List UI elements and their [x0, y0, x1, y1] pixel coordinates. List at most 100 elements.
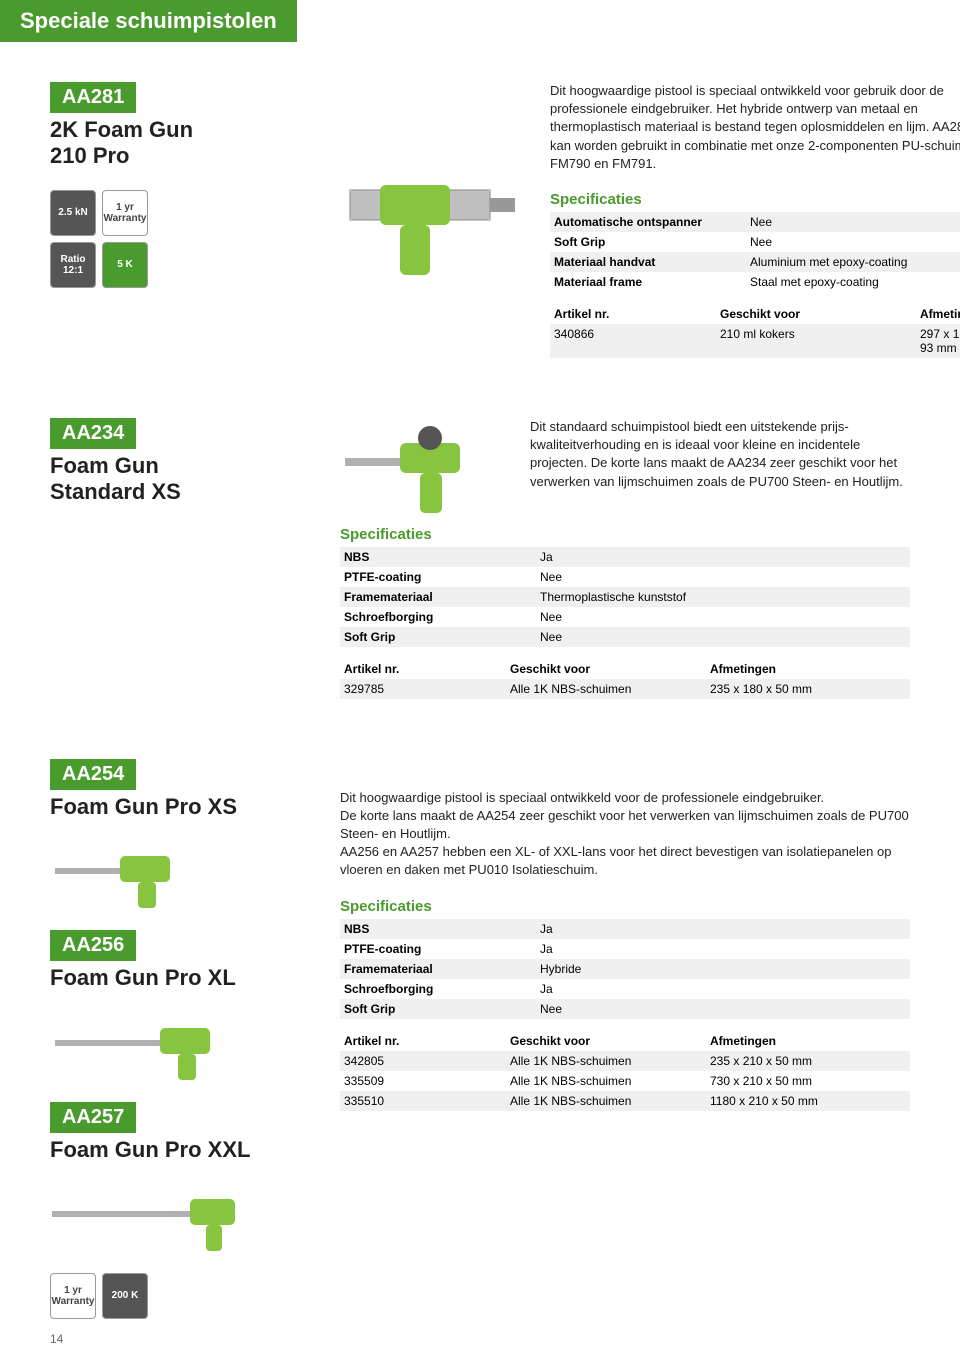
spec-row: NBSJa — [340, 547, 910, 567]
article-suit: 210 ml kokers — [720, 327, 920, 355]
spec-label: Automatische ontspanner — [550, 215, 750, 229]
spec-row: SchroefborgingNee — [340, 607, 910, 627]
page-number: 14 — [50, 1332, 63, 1346]
article-nr: 329785 — [340, 682, 510, 696]
article-suit: Alle 1K NBS-schuimen — [510, 682, 710, 696]
product-name: Foam Gun Pro XXL — [50, 1137, 310, 1163]
article-row: 340866210 ml kokers297 x 176 x 93 mm — [550, 324, 960, 358]
product-image — [50, 840, 250, 910]
article-row: 342805Alle 1K NBS-schuimen235 x 210 x 50… — [340, 1051, 910, 1071]
article-nr: 340866 — [550, 327, 720, 355]
badge-warranty: 1 yr Warranty — [102, 190, 148, 236]
spec-label: Soft Grip — [340, 1002, 540, 1016]
badge-row: 1 yr Warranty 200 K — [50, 1273, 310, 1319]
col-header: Afmetingen — [710, 662, 910, 676]
gun-illustration-icon — [50, 840, 250, 910]
spec-value: Hybride — [540, 962, 910, 976]
spec-row: FramemateriaalThermoplastische kunststof — [340, 587, 910, 607]
badge-cycles: 5 K — [102, 242, 148, 288]
badge-row: 2.5 kN 1 yr Warranty Ratio 12:1 5 K — [50, 190, 160, 288]
spec-label: NBS — [340, 922, 540, 936]
badge-force: 2.5 kN — [50, 190, 96, 236]
spec-value: Nee — [540, 630, 910, 644]
product-name: Foam Gun Standard XS — [50, 453, 310, 506]
gun-illustration-icon — [50, 1183, 250, 1253]
spec-label: Soft Grip — [340, 630, 540, 644]
badge-ratio: Ratio 12:1 — [50, 242, 96, 288]
gun-illustration-icon — [50, 1012, 250, 1082]
col-header: Geschikt voor — [720, 307, 920, 321]
article-dim: 235 x 180 x 50 mm — [710, 682, 910, 696]
spec-label: Framemateriaal — [340, 962, 540, 976]
article-dim: 730 x 210 x 50 mm — [710, 1074, 910, 1088]
product-section-1: AA281 2K Foam Gun 210 Pro 2.5 kN 1 yr Wa… — [50, 82, 910, 358]
article-dim: 297 x 176 x 93 mm — [920, 327, 960, 355]
spec-title: Specificaties — [550, 191, 960, 208]
gun-illustration-icon — [340, 418, 500, 518]
product-description: Dit standaard schuimpistool biedt een ui… — [530, 418, 910, 491]
spec-value: Nee — [540, 610, 910, 624]
spec-row: SchroefborgingJa — [340, 979, 910, 999]
spec-row: PTFE-coatingNee — [340, 567, 910, 587]
product-description: Dit hoogwaardige pistool is speciaal ont… — [550, 82, 960, 173]
article-nr: 342805 — [340, 1054, 510, 1068]
product-tag: AA256 — [50, 930, 136, 961]
product-tag: AA281 — [50, 82, 136, 113]
spec-row: PTFE-coatingJa — [340, 939, 910, 959]
spec-label: Materiaal handvat — [550, 255, 750, 269]
spec-row: FramemateriaalHybride — [340, 959, 910, 979]
gun-illustration-icon — [340, 82, 520, 358]
article-nr: 335509 — [340, 1074, 510, 1088]
spec-label: Schroefborging — [340, 982, 540, 996]
col-header: Geschikt voor — [510, 1034, 710, 1048]
spec-label: Framemateriaal — [340, 590, 540, 604]
product-section-2: AA234 Foam Gun Standard XS Dit standaard… — [50, 418, 910, 699]
spec-label: NBS — [340, 550, 540, 564]
product-name: 2K Foam Gun 210 Pro — [50, 117, 310, 170]
col-header: Artikel nr. — [340, 1034, 510, 1048]
article-row: 335510Alle 1K NBS-schuimen1180 x 210 x 5… — [340, 1091, 910, 1111]
spec-title: Specificaties — [340, 898, 910, 915]
product-tag: AA254 — [50, 759, 136, 790]
product-tag: AA257 — [50, 1102, 136, 1133]
product-image — [50, 1012, 250, 1082]
spec-value: Nee — [540, 1002, 910, 1016]
spec-value: Ja — [540, 550, 910, 564]
spec-value: Thermoplastische kunststof — [540, 590, 910, 604]
spec-value: Nee — [750, 235, 960, 249]
spec-value: Aluminium met epoxy-coating — [750, 255, 960, 269]
spec-row: Automatische ontspannerNee — [550, 212, 960, 232]
article-row: 329785Alle 1K NBS-schuimen235 x 180 x 50… — [340, 679, 910, 699]
spec-label: Schroefborging — [340, 610, 540, 624]
product-image — [50, 1183, 250, 1253]
article-row: 335509Alle 1K NBS-schuimen730 x 210 x 50… — [340, 1071, 910, 1091]
spec-value: Ja — [540, 922, 910, 936]
article-dim: 1180 x 210 x 50 mm — [710, 1094, 910, 1108]
spec-row: Materiaal handvatAluminium met epoxy-coa… — [550, 252, 960, 272]
product-image — [340, 418, 500, 526]
product-section-3: AA254 Foam Gun Pro XS AA256 Foam Gun Pro… — [50, 759, 910, 1319]
product-name: Foam Gun Pro XS — [50, 794, 310, 820]
spec-row: Soft GripNee — [340, 627, 910, 647]
spec-value: Ja — [540, 942, 910, 956]
article-suit: Alle 1K NBS-schuimen — [510, 1094, 710, 1108]
page-header: Speciale schuimpistolen — [0, 0, 297, 42]
spec-row: Materiaal frameStaal met epoxy-coating — [550, 272, 960, 292]
article-table: Artikel nr.Geschikt voorAfmetingen 34280… — [340, 1031, 910, 1111]
product-name: Foam Gun Pro XL — [50, 965, 310, 991]
article-suit: Alle 1K NBS-schuimen — [510, 1074, 710, 1088]
spec-title: Specificaties — [340, 526, 910, 543]
article-table: Artikel nr.Geschikt voorAfmetingen 34086… — [550, 304, 960, 358]
spec-row: Soft GripNee — [550, 232, 960, 252]
spec-label: PTFE-coating — [340, 570, 540, 584]
col-header: Afmetingen — [710, 1034, 910, 1048]
product-image — [340, 82, 520, 358]
product-tag: AA234 — [50, 418, 136, 449]
col-header: Afmetingen — [920, 307, 960, 321]
spec-label: PTFE-coating — [340, 942, 540, 956]
product-description: Dit hoogwaardige pistool is speciaal ont… — [340, 789, 910, 880]
col-header: Artikel nr. — [340, 662, 510, 676]
article-table: Artikel nr.Geschikt voorAfmetingen 32978… — [340, 659, 910, 699]
badge-warranty: 1 yr Warranty — [50, 1273, 96, 1319]
spec-value: Ja — [540, 982, 910, 996]
